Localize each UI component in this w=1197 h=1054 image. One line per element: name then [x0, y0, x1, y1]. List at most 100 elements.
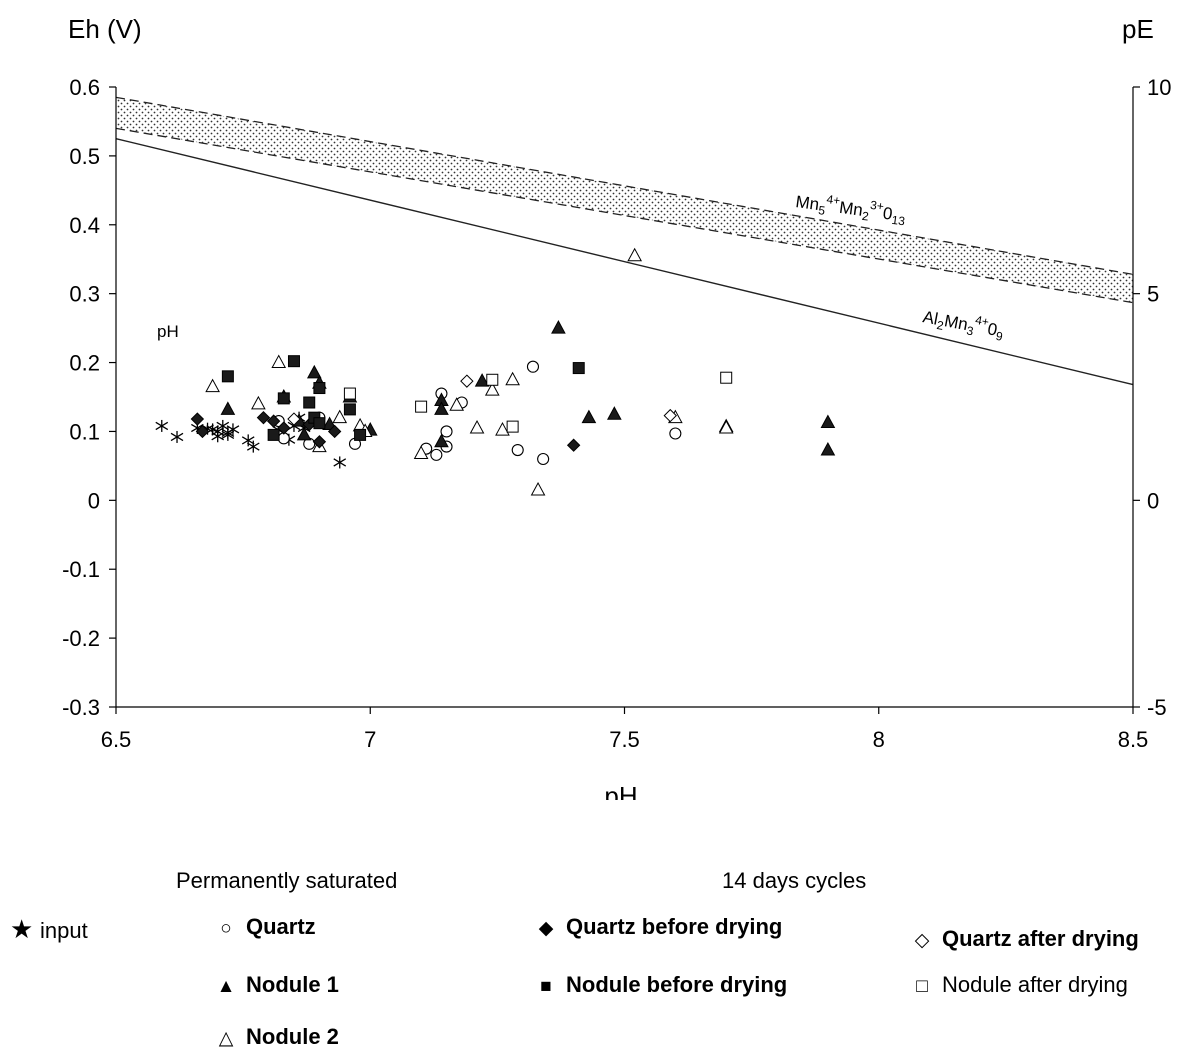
point-nodule-after-drying	[415, 400, 428, 413]
point-nodule-1	[474, 373, 490, 387]
point-nodule-1	[220, 401, 236, 415]
legend-item-nodule1: ▲ Nodule 1	[216, 972, 339, 998]
x-tick-label: 7.5	[609, 727, 640, 752]
y-tick-label: 0.2	[69, 351, 100, 376]
point-nodule-1	[434, 401, 449, 415]
x-axis-title: pH	[604, 781, 637, 800]
plot-annotation-ph: pH	[157, 322, 179, 341]
legend-label: Nodule 2	[246, 1024, 339, 1049]
point-nodule-after-drying	[506, 420, 519, 433]
point-input	[211, 430, 225, 443]
pe-tick-label: -5	[1147, 695, 1167, 720]
point-quartz-before-drying	[256, 410, 271, 425]
point-nodule-before-drying	[354, 428, 367, 441]
point-input	[170, 430, 184, 443]
point-nodule-before-drying	[267, 428, 280, 441]
point-input	[246, 440, 260, 453]
point-nodule-2	[505, 371, 520, 386]
legend-label: Quartz before drying	[566, 914, 783, 939]
point-nodule-2	[469, 419, 485, 434]
point-nodule-before-drying	[277, 392, 290, 405]
y-tick-label: 0.3	[69, 282, 100, 307]
mn-oxide-upper-line	[115, 96, 1134, 276]
x-tick-label: 8	[873, 727, 885, 752]
y-tick-label: -0.1	[62, 557, 100, 582]
point-quartz	[430, 448, 443, 461]
y-tick-label: -0.3	[62, 695, 100, 720]
legend-label: Nodule before drying	[566, 972, 788, 997]
point-quartz-before-drying	[312, 435, 327, 449]
point-quartz-before-drying	[277, 421, 291, 435]
point-quartz	[669, 427, 682, 440]
y-axis-right-title: pE	[1122, 14, 1154, 44]
al-mn-oxide-line	[115, 137, 1134, 386]
point-nodule-1	[581, 409, 597, 424]
point-quartz	[526, 360, 540, 373]
x-tick-label: 8.5	[1118, 727, 1149, 752]
point-nodule-1	[820, 414, 836, 428]
point-nodule-2	[251, 395, 266, 410]
legend-item-quartz-after: ◇ Quartz after drying	[912, 926, 1139, 952]
open-circle-icon: ○	[220, 918, 232, 939]
point-nodule-2	[627, 247, 643, 262]
point-nodule-2	[484, 382, 500, 396]
point-input	[226, 423, 240, 436]
point-nodule-after-drying	[343, 387, 356, 400]
star-icon: ★	[10, 914, 34, 944]
legend-item-nodule2: △ Nodule 2	[216, 1024, 339, 1050]
legend-item-nodule-after: □ Nodule after drying	[912, 972, 1128, 998]
eh-ph-chart: -0.3 -0.2 -0.1 0 0.1 0.2 0.3 0.4 0.5 0.6 -5 0 5 10 6.5…	[62, 14, 1171, 800]
x-tick-label: 7	[364, 727, 376, 752]
point-nodule-1	[551, 320, 566, 334]
point-nodule-2	[271, 354, 287, 369]
point-quartz-before-drying	[190, 412, 205, 426]
point-nodule-2	[530, 481, 546, 496]
pe-tick-label: 10	[1147, 75, 1171, 100]
y-axis-left-title: Eh (V)	[68, 14, 142, 44]
point-nodule-1	[296, 426, 312, 441]
point-quartz-before-drying	[195, 424, 210, 439]
point-input	[155, 419, 169, 432]
point-nodule-after-drying	[486, 373, 499, 386]
point-nodule-before-drying	[303, 396, 316, 409]
point-quartz-before-drying	[327, 424, 342, 439]
open-diamond-icon: ◇	[914, 930, 930, 951]
legend-label: input	[40, 918, 88, 943]
point-nodule-2	[332, 409, 348, 424]
legend-item-nodule-before: ■ Nodule before drying	[536, 972, 787, 998]
point-nodule-1	[434, 433, 449, 448]
point-nodule-1	[606, 406, 622, 420]
point-nodule-before-drying	[313, 382, 326, 395]
mn-oxide-line-label: Mn54+Mn23+013	[794, 188, 908, 228]
point-nodule-2	[413, 445, 429, 459]
y-tick-label: 0.1	[69, 419, 100, 444]
y-tick-label: 0.5	[69, 144, 100, 169]
point-nodule-2	[449, 397, 465, 411]
point-quartz-after-drying	[663, 408, 677, 423]
point-nodule-1	[306, 364, 322, 379]
point-nodule-2	[205, 378, 220, 393]
mn-oxide-stability-band	[116, 97, 1133, 303]
y-tick-label: 0.4	[69, 213, 100, 238]
point-nodule-before-drying	[221, 370, 234, 383]
point-quartz	[537, 452, 550, 466]
pe-tick-label: 0	[1147, 488, 1159, 513]
x-tick-label: 6.5	[101, 727, 132, 752]
legend-item-quartz-before: ◆ Quartz before drying	[536, 914, 783, 940]
y-tick-label: -0.2	[62, 626, 100, 651]
point-nodule-1	[322, 416, 337, 431]
point-nodule-after-drying	[720, 371, 733, 384]
point-quartz-before-drying	[566, 438, 581, 452]
point-quartz	[511, 443, 524, 457]
point-quartz-after-drying	[287, 412, 301, 426]
legend-heading-cycles: 14 days cycles	[722, 868, 867, 893]
point-quartz-after-drying	[460, 374, 474, 388]
y-tick-label: 0.6	[69, 75, 100, 100]
point-input	[333, 456, 347, 469]
pe-tick-label: 5	[1147, 282, 1159, 307]
legend-label: Nodule after drying	[942, 972, 1128, 997]
legend-item-input: ★ input	[10, 914, 88, 945]
filled-diamond-icon: ◆	[538, 918, 554, 939]
point-nodule-before-drying	[572, 362, 585, 375]
point-quartz	[440, 425, 453, 438]
